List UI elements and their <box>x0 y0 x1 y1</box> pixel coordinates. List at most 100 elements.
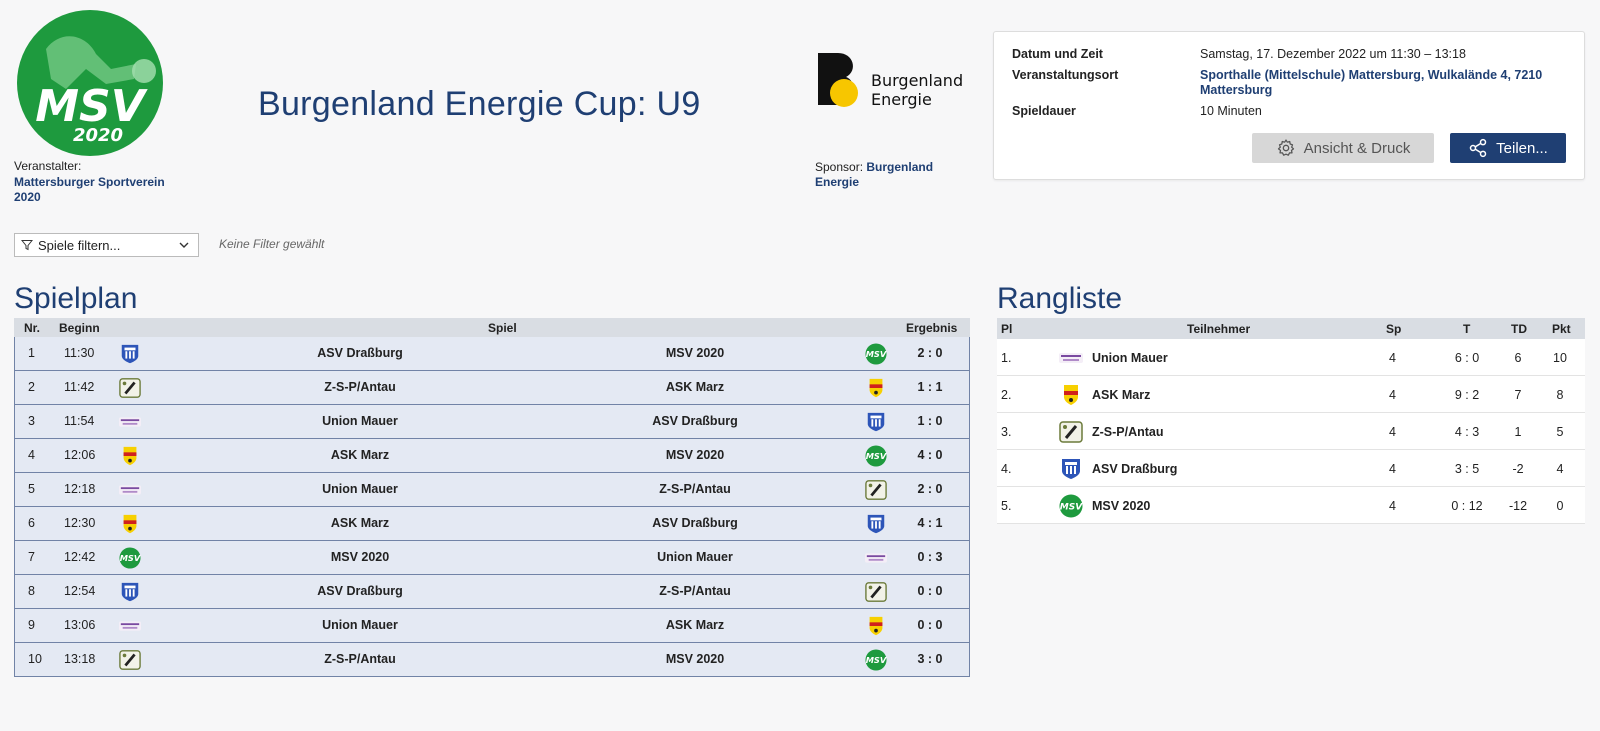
drassburg-logo-icon <box>121 344 139 364</box>
schedule-heading: Spielplan <box>14 282 138 315</box>
game-number: 5 <box>28 482 35 496</box>
away-team[interactable]: ASK Marz <box>665 618 725 632</box>
share-button[interactable]: Teilen... <box>1450 133 1566 163</box>
schedule-row[interactable]: 8 12:54 ASV Draßburg Z-S-P/Antau 0 : 0 <box>14 575 970 609</box>
marz-logo-icon <box>123 446 137 466</box>
schedule-row[interactable]: 7 12:42 MSV MSV 2020 Union Mauer 0 : 3 <box>14 541 970 575</box>
schedule-header: Nr. Beginn Spiel Ergebnis <box>14 318 970 337</box>
game-number: 9 <box>28 618 35 632</box>
col-t: T <box>1463 322 1471 336</box>
rank-position: 1. <box>1001 351 1012 365</box>
schedule-row[interactable]: 4 12:06 ASK Marz MSV 2020 MSV 4 : 0 <box>14 439 970 473</box>
share-icon <box>1469 138 1487 158</box>
venue-link[interactable]: Sporthalle (Mittelschule) Mattersburg, W… <box>1200 68 1543 97</box>
home-team[interactable]: Union Mauer <box>322 618 398 632</box>
game-start-time: 11:54 <box>64 414 95 428</box>
sponsor-info: Sponsor: Burgenland Energie <box>815 160 975 190</box>
schedule-row[interactable]: 5 12:18 Union Mauer Z-S-P/Antau 2 : 0 <box>14 473 970 507</box>
rank-position: 2. <box>1001 388 1012 402</box>
game-number: 3 <box>28 414 35 428</box>
game-result: 3 : 0 <box>917 652 943 666</box>
venue-label: Veranstaltungsort <box>1012 68 1119 82</box>
away-team[interactable]: MSV 2020 <box>665 652 725 666</box>
organizer-logo[interactable]: MSV 2020 <box>16 9 164 157</box>
game-number: 8 <box>28 584 35 598</box>
away-team[interactable]: Z-S-P/Antau <box>659 482 731 496</box>
home-team[interactable]: Union Mauer <box>322 482 398 496</box>
away-team[interactable]: Z-S-P/Antau <box>659 584 731 598</box>
schedule-row[interactable]: 2 11:42 Z-S-P/Antau ASK Marz 1 : 1 <box>14 371 970 405</box>
zsp-logo-icon <box>119 378 141 398</box>
team-name[interactable]: MSV 2020 <box>1092 499 1151 513</box>
away-team[interactable]: MSV 2020 <box>665 346 725 360</box>
view-print-button[interactable]: Ansicht & Druck <box>1252 133 1434 163</box>
game-start-time: 12:54 <box>64 584 96 598</box>
game-result: 0 : 3 <box>917 550 943 564</box>
game-number: 6 <box>28 516 35 530</box>
team-name[interactable]: ASK Marz <box>1092 388 1151 402</box>
game-start-time: 12:18 <box>64 482 96 496</box>
away-team[interactable]: ASV Draßburg <box>652 516 738 530</box>
home-team[interactable]: Union Mauer <box>322 414 398 428</box>
drassburg-logo-icon <box>867 514 885 534</box>
game-number: 1 <box>28 346 35 360</box>
home-team[interactable]: ASK Marz <box>330 516 390 530</box>
goal-difference: -12 <box>1508 499 1528 513</box>
svg-text:MSV: MSV <box>120 553 141 563</box>
msv-logo-icon: MSV <box>865 445 887 467</box>
view-print-label: Ansicht & Druck <box>1303 139 1411 157</box>
ranking-row: 4. ASV Draßburg 4 3 : 5 -2 4 <box>997 450 1585 487</box>
goal-difference: 1 <box>1514 425 1522 439</box>
ranking-header: Pl Teilnehmer Sp T TD Pkt <box>997 318 1585 339</box>
home-team[interactable]: ASV Draßburg <box>317 584 403 598</box>
schedule-row[interactable]: 10 13:18 Z-S-P/Antau MSV 2020 MSV 3 : 0 <box>14 643 970 677</box>
rank-position: 4. <box>1001 462 1012 476</box>
away-team[interactable]: Union Mauer <box>657 550 733 564</box>
ranking-heading: Rangliste <box>997 282 1123 315</box>
drassburg-logo-icon <box>1062 459 1080 479</box>
away-team[interactable]: ASK Marz <box>665 380 725 394</box>
home-team[interactable]: ASV Draßburg <box>317 346 403 360</box>
schedule-row[interactable]: 9 13:06 Union Mauer ASK Marz 0 : 0 <box>14 609 970 643</box>
goal-difference: 7 <box>1514 388 1522 402</box>
col-pkt: Pkt <box>1552 322 1571 336</box>
games-played: 4 <box>1389 351 1396 365</box>
mauer-logo-icon <box>1059 353 1083 363</box>
col-game: Spiel <box>488 321 517 335</box>
team-name[interactable]: Z-S-P/Antau <box>1092 425 1164 439</box>
organizer-logo-text: MSV <box>35 81 147 132</box>
organizer-link[interactable]: Mattersburger Sportverein 2020 <box>14 175 165 204</box>
team-name[interactable]: Union Mauer <box>1092 351 1168 365</box>
svg-text:MSV: MSV <box>866 349 887 359</box>
home-team[interactable]: MSV 2020 <box>330 550 390 564</box>
svg-text:MSV: MSV <box>866 451 887 461</box>
goals: 0 : 12 <box>1451 499 1483 513</box>
team-name[interactable]: ASV Draßburg <box>1092 462 1178 476</box>
games-played: 4 <box>1389 499 1396 513</box>
sponsor-label: Sponsor: <box>815 160 864 174</box>
game-result: 0 : 0 <box>917 584 943 598</box>
schedule-row[interactable]: 6 12:30 ASK Marz ASV Draßburg 4 : 1 <box>14 507 970 541</box>
marz-logo-icon <box>123 514 137 534</box>
filter-status: Keine Filter gewählt <box>219 237 325 251</box>
mauer-logo-icon <box>865 553 887 563</box>
games-played: 4 <box>1389 462 1396 476</box>
marz-logo-icon <box>1064 385 1078 405</box>
game-result: 2 : 0 <box>917 346 943 360</box>
away-team[interactable]: MSV 2020 <box>665 448 725 462</box>
home-team[interactable]: Z-S-P/Antau <box>324 652 396 666</box>
games-filter-select[interactable]: Spiele filtern... <box>14 233 199 257</box>
goals: 9 : 2 <box>1454 388 1480 402</box>
mauer-logo-icon <box>119 621 141 631</box>
home-team[interactable]: ASK Marz <box>330 448 390 462</box>
schedule-row[interactable]: 1 11:30 ASV Draßburg MSV 2020 MSV 2 : 0 <box>14 337 970 371</box>
schedule-row[interactable]: 3 11:54 Union Mauer ASV Draßburg 1 : 0 <box>14 405 970 439</box>
game-result: 0 : 0 <box>917 618 943 632</box>
sponsor-link[interactable]: Burgenland Energie <box>815 160 934 189</box>
organizer-label: Veranstalter: <box>14 159 82 173</box>
home-team[interactable]: Z-S-P/Antau <box>324 380 396 394</box>
points: 4 <box>1556 462 1564 476</box>
sponsor-logo[interactable]: Burgenland Energie <box>818 53 968 113</box>
away-team[interactable]: ASV Draßburg <box>652 414 738 428</box>
